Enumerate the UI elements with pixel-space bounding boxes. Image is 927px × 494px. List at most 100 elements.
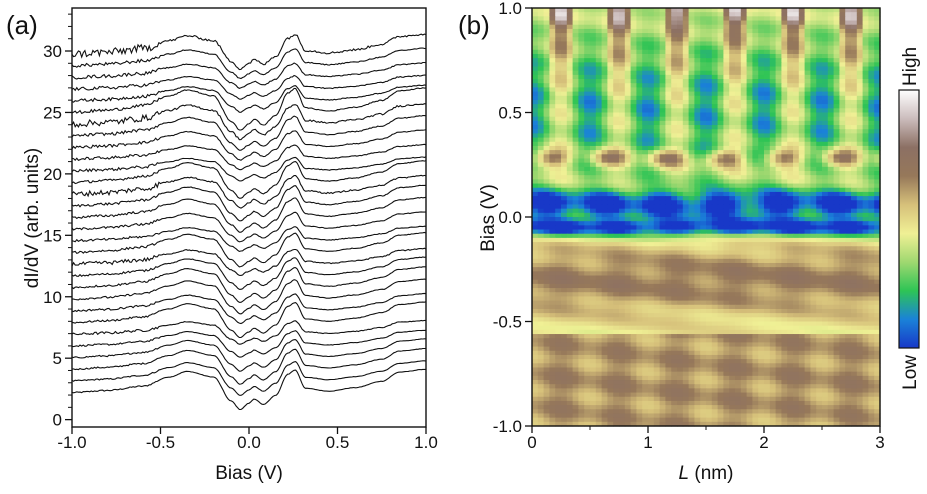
- heatmap-cell: [601, 208, 608, 214]
- heatmap-cell: [706, 262, 713, 268]
- heatmap-cell: [630, 292, 637, 298]
- heatmap-cell: [578, 258, 585, 264]
- heatmap-cell: [630, 267, 637, 272]
- heatmap-cell: [839, 196, 846, 201]
- heatmap-cell: [740, 342, 748, 348]
- heatmap-cell: [827, 225, 835, 231]
- heatmap-cell: [810, 200, 817, 206]
- heatmap-cell: [764, 33, 771, 38]
- heatmap-cell: [653, 246, 661, 252]
- heatmap-cell: [688, 95, 695, 101]
- heatmap-cell: [769, 217, 777, 222]
- heatmap-cell: [613, 246, 620, 252]
- heatmap-cell: [845, 99, 852, 105]
- heatmap-cell: [590, 338, 597, 343]
- heatmap-cell: [706, 62, 713, 68]
- heatmap-cell: [642, 237, 649, 243]
- heatmap-cell: [543, 74, 550, 80]
- heatmap-cell: [804, 271, 811, 277]
- heatmap-cell: [624, 179, 632, 185]
- heatmap-cell: [694, 125, 701, 130]
- heatmap-cell: [665, 74, 672, 80]
- heatmap-cell: [740, 53, 748, 59]
- heatmap-cell: [566, 275, 574, 281]
- heatmap-cell: [827, 95, 835, 101]
- heatmap-cell: [636, 62, 643, 68]
- heatmap-cell: [833, 191, 840, 197]
- heatmap-cell: [566, 313, 574, 318]
- heatmap-cell: [740, 321, 748, 327]
- heatmap-cell: [862, 33, 869, 38]
- heatmap-cell: [694, 37, 701, 43]
- heatmap-cell: [537, 212, 545, 218]
- heatmap-cell: [636, 87, 643, 93]
- heatmap-cell: [775, 212, 782, 218]
- heatmap-cell: [595, 145, 603, 151]
- heatmap-cell: [566, 304, 574, 310]
- heatmap-cell: [874, 74, 881, 80]
- heatmap-cell: [578, 112, 585, 118]
- heatmap-cell: [688, 45, 695, 51]
- heatmap-cell: [822, 304, 829, 310]
- heatmap-cell: [711, 79, 719, 84]
- heatmap-cell: [700, 187, 707, 193]
- heatmap-cell: [711, 254, 719, 260]
- heatmap-cell: [653, 74, 661, 80]
- heatmap-cell: [851, 125, 858, 130]
- heatmap-cell: [758, 217, 765, 222]
- heatmap-cell: [537, 183, 545, 189]
- heatmap-cell: [624, 24, 632, 30]
- heatmap-cell: [764, 334, 771, 339]
- heatmap-cell: [804, 237, 811, 243]
- heatmap-cell: [793, 162, 800, 168]
- heatmap-cell: [590, 250, 597, 256]
- heatmap-cell: [845, 233, 852, 239]
- heatmap-cell: [798, 258, 806, 264]
- heatmap-cell: [665, 271, 672, 277]
- heatmap-cell: [862, 325, 869, 331]
- heatmap-cell: [874, 104, 881, 109]
- heatmap-cell: [578, 288, 585, 293]
- heatmap-cell: [706, 217, 713, 222]
- heatmap-cell: [810, 267, 817, 272]
- heatmap-cell: [862, 212, 869, 218]
- heatmap-cell: [729, 338, 736, 343]
- heatmap-cell: [566, 208, 574, 214]
- heatmap-cell: [787, 49, 794, 55]
- heatmap-cell: [578, 225, 585, 231]
- heatmap-cell: [775, 120, 782, 126]
- heatmap-cell: [833, 308, 840, 314]
- heatmap-cell: [613, 133, 620, 139]
- heatmap-cell: [613, 283, 620, 289]
- heatmap-cell: [578, 204, 585, 210]
- heatmap-cell: [787, 66, 794, 72]
- heatmap-cell: [804, 87, 811, 93]
- heatmap-cell: [764, 20, 771, 26]
- heatmap-cell: [839, 262, 846, 268]
- heatmap-cell: [613, 66, 620, 72]
- heatmap-cell: [636, 308, 643, 314]
- heatmap-cell: [735, 334, 742, 339]
- heatmap-cell: [648, 70, 655, 76]
- heatmap-cell: [543, 271, 550, 277]
- heatmap-cell: [868, 204, 875, 210]
- heatmap-cell: [706, 129, 713, 134]
- heatmap-cell: [607, 125, 614, 130]
- heatmap-cell: [607, 242, 614, 247]
- heatmap-cell: [729, 329, 736, 335]
- heatmap-cell: [682, 24, 690, 30]
- heatmap-cell: [688, 196, 695, 201]
- heatmap-cell: [549, 338, 556, 343]
- heatmap-cell: [700, 125, 707, 130]
- heatmap-cell: [636, 12, 643, 17]
- heatmap-cell: [839, 338, 846, 343]
- heatmap-cell: [822, 28, 829, 34]
- heatmap-cell: [572, 225, 579, 231]
- heatmap-cell: [816, 108, 823, 114]
- heatmap-cell: [746, 16, 753, 22]
- heatmap-cell: [671, 137, 678, 143]
- heatmap-cell: [717, 212, 724, 218]
- heatmap-cell: [613, 225, 620, 231]
- heatmap-cell: [868, 133, 875, 139]
- heatmap-cell: [636, 24, 643, 30]
